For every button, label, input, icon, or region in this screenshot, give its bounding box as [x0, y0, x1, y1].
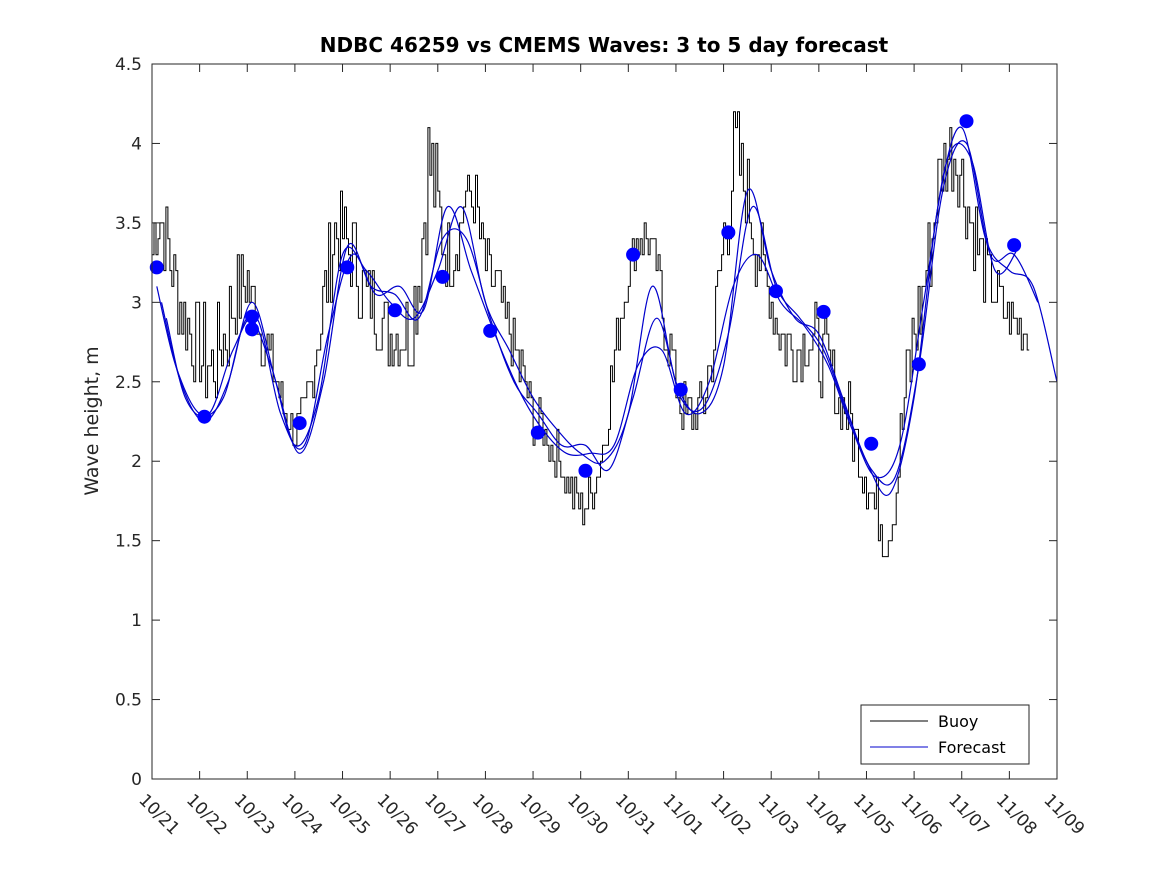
y-tick-label: 2.5 [115, 373, 142, 393]
forecast-marker [197, 409, 212, 424]
legend: Buoy Forecast [860, 704, 1030, 765]
forecast-marker [387, 303, 402, 318]
buoy-series-line [152, 111, 1030, 558]
y-tick-label: 1.5 [115, 532, 142, 552]
forecast-marker [483, 323, 498, 338]
y-axis: 0 0.5 1 1.5 2 2.5 3 3.5 4 4.5 [115, 55, 1057, 790]
forecast-marker [292, 416, 307, 431]
series-layer [152, 111, 1058, 558]
forecast-marker [911, 357, 926, 372]
forecast-marker [149, 260, 164, 275]
chart-title: NDBC 46259 vs CMEMS Waves: 3 to 5 day fo… [320, 33, 889, 57]
forecast-marker [626, 247, 641, 262]
y-tick-label: 0.5 [115, 691, 142, 711]
forecast-marker [530, 425, 545, 440]
forecast-marker [673, 382, 688, 397]
y-axis-label: Wave height, m [81, 346, 103, 495]
forecast-marker [864, 436, 879, 451]
legend-forecast-label: Forecast [938, 738, 1006, 757]
legend-buoy-label: Buoy [938, 712, 978, 731]
legend-box [860, 704, 1030, 765]
y-tick-label: 2 [131, 452, 142, 472]
forecast-marker [340, 260, 355, 275]
forecast-marker [245, 309, 260, 324]
forecast-marker [245, 322, 260, 337]
forecast-marker [1007, 238, 1022, 253]
forecast-marker [816, 304, 831, 319]
forecast-marker [768, 284, 783, 299]
y-tick-label: 1 [131, 611, 142, 631]
y-tick-label: 0 [131, 770, 142, 790]
plot-area-frame [151, 63, 1058, 780]
y-tick-label: 3 [131, 293, 142, 313]
y-tick-label: 3.5 [115, 214, 142, 234]
forecast-series-line-2 [160, 140, 1039, 486]
forecast-marker [435, 269, 450, 284]
marker-layer [149, 114, 1022, 478]
y-tick-label: 4.5 [115, 55, 142, 75]
forecast-series-line-3 [165, 142, 1020, 479]
forecast-marker [578, 463, 593, 478]
forecast-marker [959, 114, 974, 129]
forecast-marker [721, 225, 736, 240]
y-tick-label: 4 [131, 134, 142, 154]
